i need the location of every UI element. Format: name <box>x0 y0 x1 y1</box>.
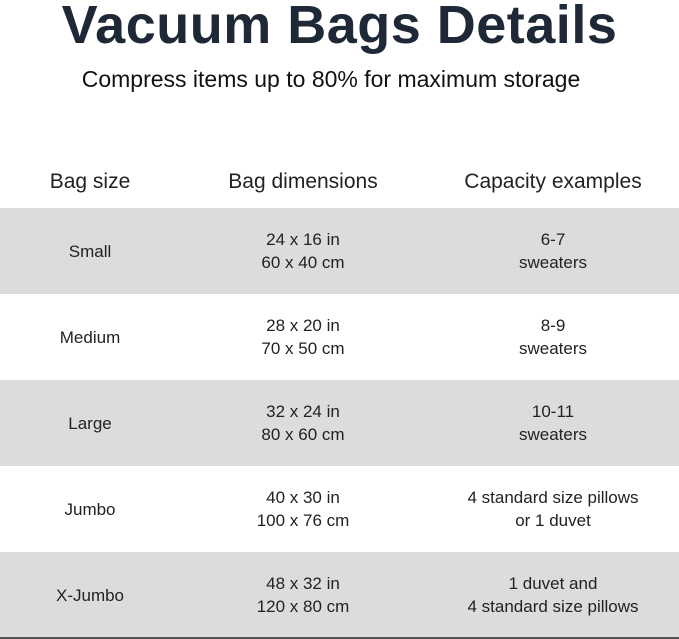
bag-size-cell: Jumbo <box>20 466 160 552</box>
table-row: Small 24 x 16 in 60 x 40 cm 6-7 sweaters <box>0 208 679 294</box>
bag-size: Medium <box>59 327 121 347</box>
dimensions-inches: 48 x 32 in <box>266 574 340 593</box>
bag-size: Large <box>68 413 112 433</box>
dimensions-cm: 120 x 80 cm <box>256 597 350 616</box>
table-row: Large 32 x 24 in 80 x 60 cm 10-11 sweaters <box>0 380 679 466</box>
dimensions-cm: 100 x 76 cm <box>256 511 350 530</box>
capacity-cell: 6-7 sweaters <box>433 208 673 294</box>
dimensions-cm: 60 x 40 cm <box>261 253 345 272</box>
bag-size-cell: Small <box>20 208 160 294</box>
capacity-cell: 10-11 sweaters <box>433 380 673 466</box>
bag-dimensions-cell: 28 x 20 in 70 x 50 cm <box>203 294 403 380</box>
bag-dimensions-cell: 32 x 24 in 80 x 60 cm <box>203 380 403 466</box>
dimensions-cm: 80 x 60 cm <box>261 425 345 444</box>
capacity-cell: 8-9 sweaters <box>433 294 673 380</box>
dimensions-inches: 28 x 20 in <box>266 316 340 335</box>
bag-size-cell: Large <box>20 380 160 466</box>
bag-size: Small <box>68 241 112 261</box>
table-row: Jumbo 40 x 30 in 100 x 76 cm 4 standard s… <box>0 466 679 552</box>
capacity-cell: 4 standard size pillows or 1 duvet <box>433 466 673 552</box>
capacity-line-1: 8-9 <box>540 316 566 335</box>
bag-size: Jumbo <box>64 499 116 519</box>
table-row: X-Jumbo 48 x 32 in 120 x 80 cm 1 duvet an… <box>0 552 679 638</box>
capacity-line-1: 4 standard size pillows <box>467 488 639 507</box>
table-row: Medium 28 x 20 in 70 x 50 cm 8-9 sweaters <box>0 294 679 380</box>
capacity-line-2: 4 standard size pillows <box>467 597 639 616</box>
capacity-line-2: sweaters <box>518 339 588 358</box>
header-bag-dimensions: Bag dimensions <box>228 170 378 193</box>
dimensions-inches: 24 x 16 in <box>266 230 340 249</box>
dimensions-cm: 70 x 50 cm <box>261 339 345 358</box>
bag-size-cell: X-Jumbo <box>20 552 160 638</box>
dimensions-inches: 40 x 30 in <box>266 488 340 507</box>
capacity-line-1: 6-7 <box>540 230 566 249</box>
table-bottom-border <box>0 637 679 639</box>
capacity-line-2: or 1 duvet <box>515 511 591 530</box>
page-title: Vacuum Bags Details <box>61 0 618 55</box>
bag-size-cell: Medium <box>20 294 160 380</box>
subtitle: Compress items up to 80% for maximum sto… <box>81 66 581 92</box>
dimensions-inches: 32 x 24 in <box>266 402 340 421</box>
header-capacity-examples: Capacity examples <box>464 170 642 193</box>
capacity-line-2: sweaters <box>518 253 588 272</box>
bag-dimensions-cell: 24 x 16 in 60 x 40 cm <box>203 208 403 294</box>
capacity-line-2: sweaters <box>518 425 588 444</box>
capacity-cell: 1 duvet and 4 standard size pillows <box>433 552 673 638</box>
bag-dimensions-cell: 48 x 32 in 120 x 80 cm <box>203 552 403 638</box>
header-bag-size: Bag size <box>49 170 131 193</box>
bag-dimensions-cell: 40 x 30 in 100 x 76 cm <box>203 466 403 552</box>
capacity-line-1: 1 duvet and <box>508 574 598 593</box>
capacity-line-1: 10-11 <box>531 402 575 421</box>
bag-size: X-Jumbo <box>55 585 125 605</box>
